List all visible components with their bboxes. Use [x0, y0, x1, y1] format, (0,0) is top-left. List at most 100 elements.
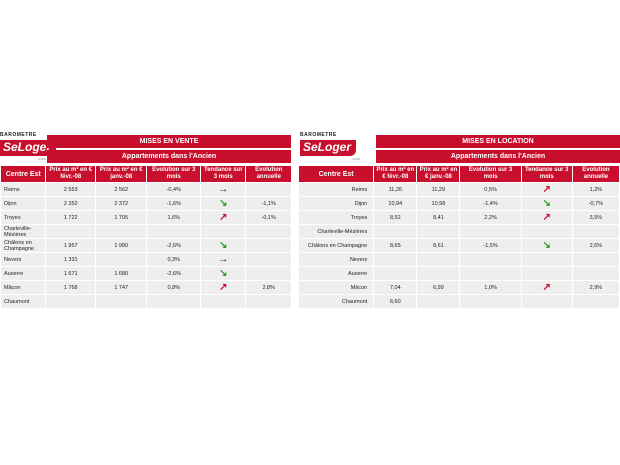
table-row: Dijon 10,94 10,98 -1,4% ↘ -0,7% [299, 197, 619, 210]
annual-cell: 2,8% [246, 281, 291, 294]
trend-cell: ↘ [201, 197, 246, 210]
evo3-cell: 1,6% [147, 211, 201, 224]
trend-cell: ↘ [521, 239, 572, 252]
rent-body: Reims 11,26 11,29 0,5% ↗ 1,2% Dijon 10,94 10,98-… [299, 183, 619, 308]
feb-cell [46, 225, 95, 238]
rent-trend-3m-header: Tendance sur 3 mois [521, 166, 572, 182]
jan-cell: 10,98 [417, 197, 460, 210]
feb-cell: 7,04 [374, 281, 417, 294]
feb-cell [46, 295, 95, 308]
evo3-cell: -0,4% [147, 183, 201, 196]
trend-cell: ↘ [521, 197, 572, 210]
trend-flat-arrow-icon: → [218, 253, 229, 265]
annual-cell [246, 267, 291, 280]
jan-cell [417, 253, 460, 266]
rent-subtitle: Appartements dans l'Ancien [376, 150, 620, 163]
city-cell: Mâcon [299, 281, 374, 294]
evo3-cell: -1,6% [147, 197, 201, 210]
annual-cell: 2,9% [572, 281, 619, 294]
trend-up-arrow-icon: ↗ [542, 183, 551, 195]
feb-cell [374, 253, 417, 266]
sale-table: Centre Est Prix au m² en € févr.-08 Prix a… [0, 165, 292, 309]
feb-cell: 1 331 [46, 253, 95, 266]
rent-jan-price-header: Prix au m² en € janv.-08 [417, 166, 460, 182]
evo3-cell: 0,3% [147, 253, 201, 266]
jan-cell: 6,99 [417, 281, 460, 294]
barometre-label: BAROMETRE [300, 132, 337, 138]
feb-cell: 1 768 [46, 281, 95, 294]
rent-feb-price-header: Prix au m² en € févr.-08 [374, 166, 417, 182]
evo3-cell: -1,5% [460, 239, 521, 252]
rent-city-header: Centre Est [299, 166, 374, 182]
sale-annual-evolution-header: Evolution annuelle [246, 166, 291, 182]
sale-subtitle: Appartements dans l'Ancien [47, 150, 291, 163]
table-row: Mâcon 7,04 6,99 1,0% ↗ 2,9% [299, 281, 619, 294]
trend-cell [521, 295, 572, 308]
trend-flat-arrow-icon: → [218, 183, 229, 195]
sale-title: MISES EN VENTE [47, 135, 291, 148]
evo3-cell [460, 295, 521, 308]
jan-cell: 8,41 [417, 211, 460, 224]
evo3-cell [460, 267, 521, 280]
city-cell: Dijon [1, 197, 46, 210]
jan-cell [95, 295, 147, 308]
barometre-label: BAROMETRE [0, 132, 37, 138]
annual-cell [246, 239, 291, 252]
feb-cell: 1 957 [46, 239, 95, 252]
jan-cell [417, 225, 460, 238]
annual-cell [572, 253, 619, 266]
feb-cell [374, 267, 417, 280]
city-cell: Reims [299, 183, 374, 196]
annual-cell [572, 295, 619, 308]
jan-cell [95, 225, 147, 238]
table-row: Auxerre 1 671 1 680 -2,6% ↘ [1, 267, 291, 280]
feb-cell: 2 352 [46, 197, 95, 210]
rent-table: Centre Est Prix au m² en € févr.-08 Prix a… [298, 165, 620, 309]
city-cell: Chaumont [1, 295, 46, 308]
table-row: Reims 2 553 2 562 -0,4% → [1, 183, 291, 196]
table-row: Charleville-Mézières [1, 225, 291, 238]
feb-cell: 10,94 [374, 197, 417, 210]
evo3-cell: 0,8% [147, 281, 201, 294]
evo3-cell: -2,6% [147, 267, 201, 280]
trend-cell: → [201, 183, 246, 196]
table-row: Troyes 8,52 8,41 2,2% ↗ 3,5% [299, 211, 619, 224]
trend-cell: ↘ [201, 267, 246, 280]
sale-jan-price-header: Prix au m² en € janv.-08 [95, 166, 147, 182]
seloger-logo: BAROMETRE SeLoger .com [0, 132, 57, 165]
logo-wordmark: SeLoger [0, 140, 57, 156]
rent-annual-evolution-header: Evolution annuelle [572, 166, 619, 182]
rent-evolution-3m-header: Evolution sur 3 mois [460, 166, 521, 182]
city-cell: Charleville-Mézières [299, 225, 374, 238]
trend-cell: ↗ [201, 211, 246, 224]
feb-cell [374, 225, 417, 238]
annual-cell [572, 267, 619, 280]
jan-cell [417, 267, 460, 280]
jan-cell: 11,29 [417, 183, 460, 196]
jan-cell: 1 705 [95, 211, 147, 224]
table-row: Dijon 2 352 2 372 -1,6% ↘ -1,1% [1, 197, 291, 210]
city-cell: Dijon [299, 197, 374, 210]
sale-trend-3m-header: Tendance sur 3 mois [201, 166, 246, 182]
sale-city-header: Centre Est [1, 166, 46, 182]
logo-tag: .com [351, 156, 360, 161]
trend-cell [521, 225, 572, 238]
logo-wordmark: SeLoger [300, 140, 357, 156]
table-row: Mâcon 1 768 1 747 0,8% ↗ 2,8% [1, 281, 291, 294]
feb-cell: 1 722 [46, 211, 95, 224]
city-cell: Châlons en Champagne [299, 239, 374, 252]
trend-down-arrow-icon: ↘ [542, 239, 551, 251]
feb-cell: 11,26 [374, 183, 417, 196]
city-cell: Chaumont [299, 295, 374, 308]
trend-cell: ↗ [521, 281, 572, 294]
seloger-logo: BAROMETRE SeLoger .com [300, 132, 360, 165]
annual-cell [246, 295, 291, 308]
annual-cell: -0,1% [246, 211, 291, 224]
evo3-cell [460, 225, 521, 238]
feb-cell: 6,60 [374, 295, 417, 308]
jan-cell: 1 747 [95, 281, 147, 294]
annual-cell: -0,7% [572, 197, 619, 210]
trend-cell: ↗ [521, 183, 572, 196]
feb-cell: 8,65 [374, 239, 417, 252]
trend-cell: ↘ [201, 239, 246, 252]
